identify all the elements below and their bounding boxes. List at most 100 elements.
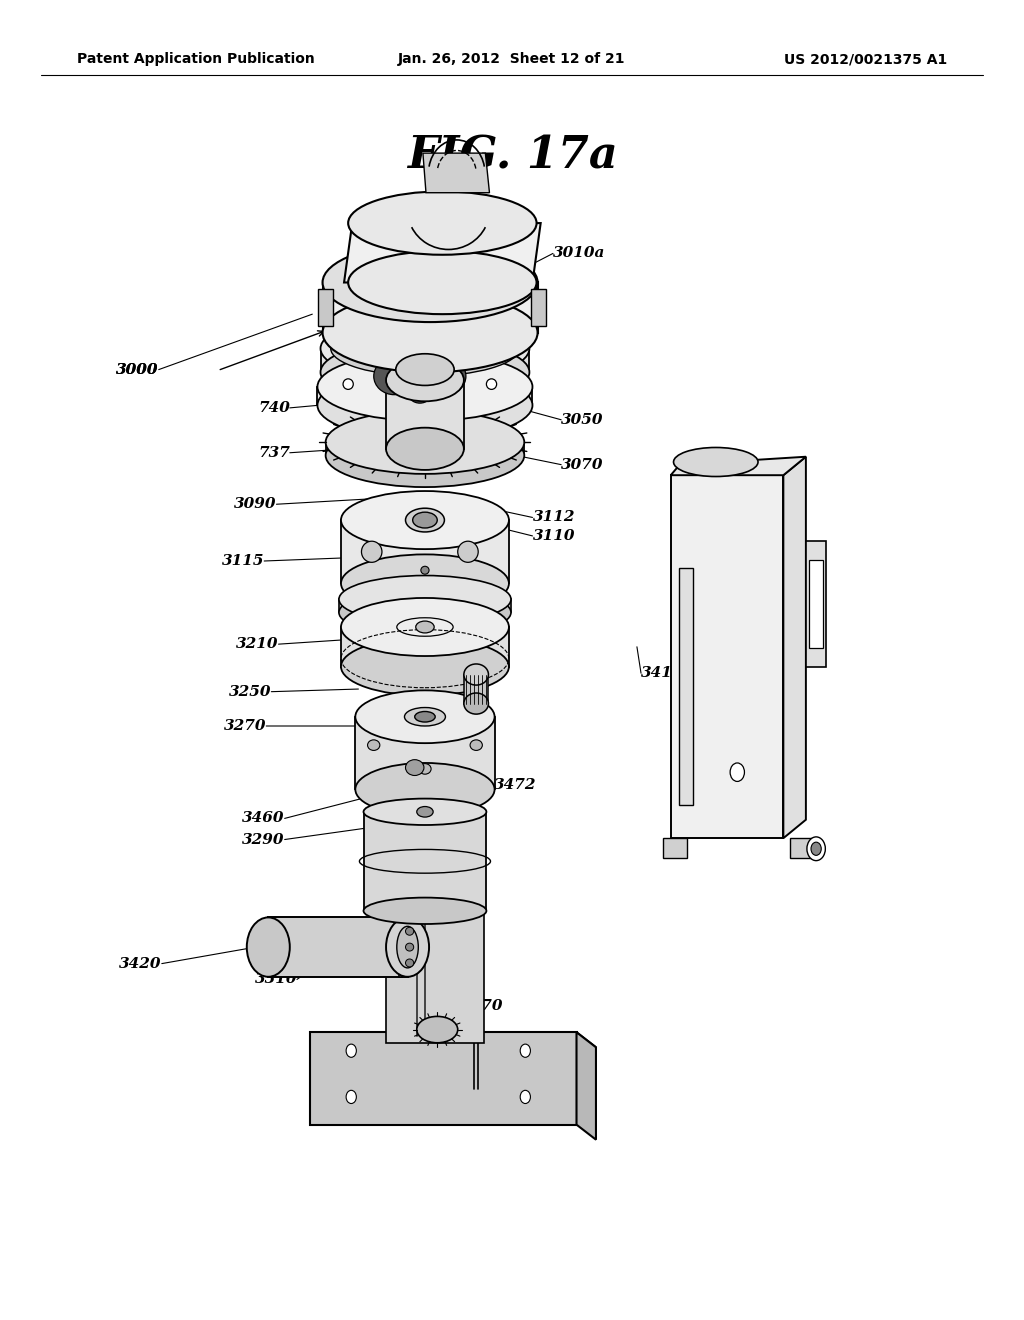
Ellipse shape xyxy=(339,576,511,623)
Polygon shape xyxy=(577,1032,596,1139)
Polygon shape xyxy=(663,838,687,858)
Text: 3290: 3290 xyxy=(242,833,285,846)
Polygon shape xyxy=(344,223,541,282)
Ellipse shape xyxy=(425,358,466,395)
Ellipse shape xyxy=(326,411,524,474)
Text: 3250: 3250 xyxy=(228,685,271,698)
Ellipse shape xyxy=(321,315,529,381)
Ellipse shape xyxy=(341,638,509,696)
Ellipse shape xyxy=(317,371,532,440)
Text: 3460: 3460 xyxy=(242,812,285,825)
Ellipse shape xyxy=(331,321,519,376)
Polygon shape xyxy=(671,457,806,475)
Ellipse shape xyxy=(406,508,444,532)
Ellipse shape xyxy=(406,942,414,950)
Ellipse shape xyxy=(323,243,538,322)
Ellipse shape xyxy=(417,1016,458,1043)
Polygon shape xyxy=(341,520,509,583)
Text: 3112: 3112 xyxy=(532,511,575,524)
Polygon shape xyxy=(268,917,408,977)
Polygon shape xyxy=(386,911,484,1043)
Polygon shape xyxy=(531,289,546,326)
Text: 3472: 3472 xyxy=(494,779,537,792)
Ellipse shape xyxy=(415,711,435,722)
Text: 740: 740 xyxy=(258,401,290,414)
Ellipse shape xyxy=(811,842,821,855)
Ellipse shape xyxy=(464,693,488,714)
Ellipse shape xyxy=(341,554,509,612)
Ellipse shape xyxy=(364,799,486,825)
Ellipse shape xyxy=(413,512,437,528)
Ellipse shape xyxy=(419,763,431,774)
Ellipse shape xyxy=(247,917,290,977)
Ellipse shape xyxy=(458,541,478,562)
Polygon shape xyxy=(806,541,826,667)
Text: 737: 737 xyxy=(258,446,290,459)
Ellipse shape xyxy=(386,359,464,401)
Ellipse shape xyxy=(386,428,464,470)
Ellipse shape xyxy=(470,739,482,750)
Text: 3270: 3270 xyxy=(223,719,266,733)
Ellipse shape xyxy=(348,251,537,314)
Text: 3010a: 3010a xyxy=(553,247,605,260)
Ellipse shape xyxy=(339,589,511,636)
Ellipse shape xyxy=(368,739,380,750)
Ellipse shape xyxy=(326,424,524,487)
Ellipse shape xyxy=(386,917,429,977)
Text: 3410: 3410 xyxy=(641,667,684,680)
Ellipse shape xyxy=(395,354,455,385)
Polygon shape xyxy=(321,348,529,372)
Text: 3010b: 3010b xyxy=(425,224,478,238)
Text: 3090: 3090 xyxy=(233,498,276,511)
Ellipse shape xyxy=(343,379,353,389)
Polygon shape xyxy=(355,717,495,789)
Ellipse shape xyxy=(807,837,825,861)
Text: 3310: 3310 xyxy=(254,973,297,986)
Polygon shape xyxy=(464,675,488,704)
Polygon shape xyxy=(310,1032,596,1047)
Text: 3050: 3050 xyxy=(561,413,604,426)
Polygon shape xyxy=(809,560,823,648)
Ellipse shape xyxy=(404,708,445,726)
Ellipse shape xyxy=(341,491,509,549)
Ellipse shape xyxy=(346,1090,356,1104)
Polygon shape xyxy=(423,153,489,193)
Text: 3210: 3210 xyxy=(236,638,279,651)
Text: Patent Application Publication: Patent Application Publication xyxy=(77,53,314,66)
Polygon shape xyxy=(679,568,693,805)
Ellipse shape xyxy=(321,339,529,405)
Polygon shape xyxy=(671,475,783,838)
Ellipse shape xyxy=(486,379,497,389)
Ellipse shape xyxy=(348,191,537,255)
Ellipse shape xyxy=(674,447,758,477)
Ellipse shape xyxy=(520,1090,530,1104)
Text: US 2012/0021375 A1: US 2012/0021375 A1 xyxy=(784,53,947,66)
Polygon shape xyxy=(386,380,464,449)
Text: 3110: 3110 xyxy=(532,529,575,543)
Ellipse shape xyxy=(361,541,382,562)
Polygon shape xyxy=(790,838,814,858)
Ellipse shape xyxy=(406,927,414,935)
Polygon shape xyxy=(364,812,486,911)
Ellipse shape xyxy=(408,381,432,403)
Polygon shape xyxy=(783,457,806,838)
Polygon shape xyxy=(323,282,538,333)
Ellipse shape xyxy=(406,958,414,966)
Polygon shape xyxy=(310,1032,577,1125)
Polygon shape xyxy=(341,627,509,667)
Ellipse shape xyxy=(374,358,415,395)
Polygon shape xyxy=(318,289,333,326)
Ellipse shape xyxy=(355,690,495,743)
Polygon shape xyxy=(317,387,532,405)
Text: 3470: 3470 xyxy=(461,999,504,1012)
Polygon shape xyxy=(339,599,511,612)
Text: 3000: 3000 xyxy=(116,363,159,376)
Ellipse shape xyxy=(323,293,538,372)
Ellipse shape xyxy=(406,759,424,776)
Ellipse shape xyxy=(346,1044,356,1057)
Ellipse shape xyxy=(421,566,429,574)
Ellipse shape xyxy=(464,664,488,685)
Text: FIG. 17a: FIG. 17a xyxy=(407,135,617,177)
Text: 3420: 3420 xyxy=(119,957,162,970)
Ellipse shape xyxy=(355,763,495,816)
